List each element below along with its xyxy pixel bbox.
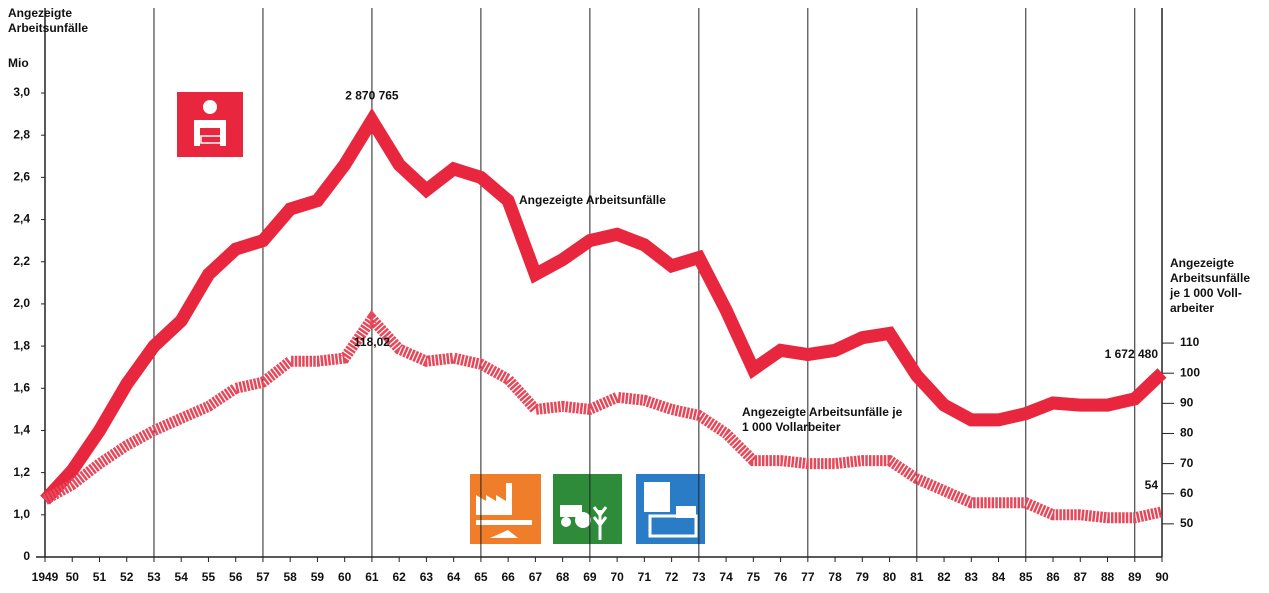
y-tick-label: 3,0 — [13, 85, 30, 99]
y-axis-unit: Mio — [8, 56, 29, 70]
x-tick-label: 81 — [910, 570, 924, 584]
x-tick-label: 79 — [856, 570, 870, 584]
x-tick-label: 88 — [1101, 570, 1115, 584]
data-label: 54 — [1145, 478, 1159, 492]
y-axis-label-line: Angezeigte — [8, 6, 73, 20]
x-tick-label: 58 — [284, 570, 298, 584]
y-tick-label: 1,8 — [13, 338, 30, 352]
x-tick-label: 73 — [692, 570, 706, 584]
x-tick-label: 68 — [556, 570, 570, 584]
y-tick-label: 1,4 — [13, 423, 30, 437]
y-tick-label: 2,2 — [13, 254, 30, 268]
x-tick-label: 59 — [311, 570, 325, 584]
data-label: 2 870 765 — [345, 88, 399, 102]
x-tick-label: 51 — [93, 570, 107, 584]
data-label: 1 672 480 — [1105, 347, 1159, 361]
y-tick-label: 2,6 — [13, 170, 30, 184]
series-label: Angezeigte Arbeitsunfälle je 1 000 Volla… — [742, 405, 903, 434]
y2-tick-label: 60 — [1180, 486, 1194, 500]
x-tick-label: 60 — [338, 570, 352, 584]
y-axis-label-line: Arbeitsunfälle — [8, 21, 89, 35]
y2-tick-label: 70 — [1180, 456, 1194, 470]
x-tick-label: 80 — [883, 570, 897, 584]
y-tick-label: 2,4 — [13, 212, 30, 226]
y2-axis-label: Angezeigte Arbeitsunfälle je 1 000 Voll-… — [1170, 256, 1250, 316]
y2-tick-label: 80 — [1180, 426, 1194, 440]
icon-injury — [177, 92, 243, 157]
x-tick-label: 84 — [992, 570, 1006, 584]
x-tick-label: 1949 — [32, 570, 59, 584]
line — [42, 310, 1164, 524]
y-axis-label: Angezeigte Arbeitsunfälle Mio — [8, 6, 88, 71]
x-tick-label: 66 — [501, 570, 515, 584]
x-tick-label: 53 — [147, 570, 161, 584]
y2-tick-label: 110 — [1180, 335, 1200, 349]
y-tick-label: 1,6 — [13, 380, 30, 394]
x-tick-label: 70 — [610, 570, 624, 584]
x-tick-label: 63 — [420, 570, 434, 584]
x-tick-label: 56 — [229, 570, 243, 584]
x-tick-label: 74 — [719, 570, 733, 584]
x-tick-label: 67 — [529, 570, 543, 584]
icon-agriculture — [553, 474, 622, 544]
y-tick-label: 1,0 — [13, 507, 30, 521]
y2-tick-label: 50 — [1180, 516, 1194, 530]
x-tick-label: 55 — [202, 570, 216, 584]
x-tick-label: 72 — [665, 570, 679, 584]
x-tick-label: 85 — [1019, 570, 1033, 584]
y2-tick-label: 100 — [1180, 365, 1200, 379]
y-tick-label: 2,8 — [13, 127, 30, 141]
x-tick-label: 87 — [1074, 570, 1088, 584]
x-tick-label: 89 — [1128, 570, 1142, 584]
x-tick-label: 50 — [66, 570, 80, 584]
x-tick-label: 57 — [256, 570, 270, 584]
x-tick-label: 86 — [1046, 570, 1060, 584]
x-tick-label: 82 — [937, 570, 951, 584]
x-tick-label: 65 — [474, 570, 488, 584]
y2-axis-label-line: je 1 000 Voll- — [1170, 286, 1242, 300]
x-tick-label: 62 — [392, 570, 406, 584]
x-tick-label: 54 — [175, 570, 189, 584]
y2-axis-label-line: Arbeitsunfälle — [1170, 271, 1251, 285]
y2-tick-label: 90 — [1180, 396, 1194, 410]
x-tick-label: 83 — [965, 570, 979, 584]
y2-axis-label-line: Angezeigte — [1170, 256, 1235, 270]
y-tick-label: 2,0 — [13, 296, 30, 310]
x-tick-label: 52 — [120, 570, 134, 584]
icon-industry — [470, 474, 541, 544]
x-tick-label: 90 — [1155, 570, 1169, 584]
x-tick-label: 76 — [774, 570, 788, 584]
y2-axis-label-line: arbeiter — [1170, 301, 1215, 315]
x-tick-label: 78 — [828, 570, 842, 584]
data-label: 118,02 — [354, 335, 390, 349]
y-tick-label: 1,2 — [13, 465, 30, 479]
line — [40, 107, 1167, 505]
x-tick-label: 64 — [447, 570, 461, 584]
icon-office — [636, 474, 705, 544]
series-label: Angezeigte Arbeitsunfälle — [519, 193, 666, 207]
x-tick-label: 75 — [747, 570, 761, 584]
x-tick-label: 77 — [801, 570, 815, 584]
x-tick-label: 71 — [638, 570, 652, 584]
y-tick-label: 0 — [23, 549, 30, 563]
x-tick-label: 69 — [583, 570, 597, 584]
x-tick-label: 61 — [365, 570, 379, 584]
